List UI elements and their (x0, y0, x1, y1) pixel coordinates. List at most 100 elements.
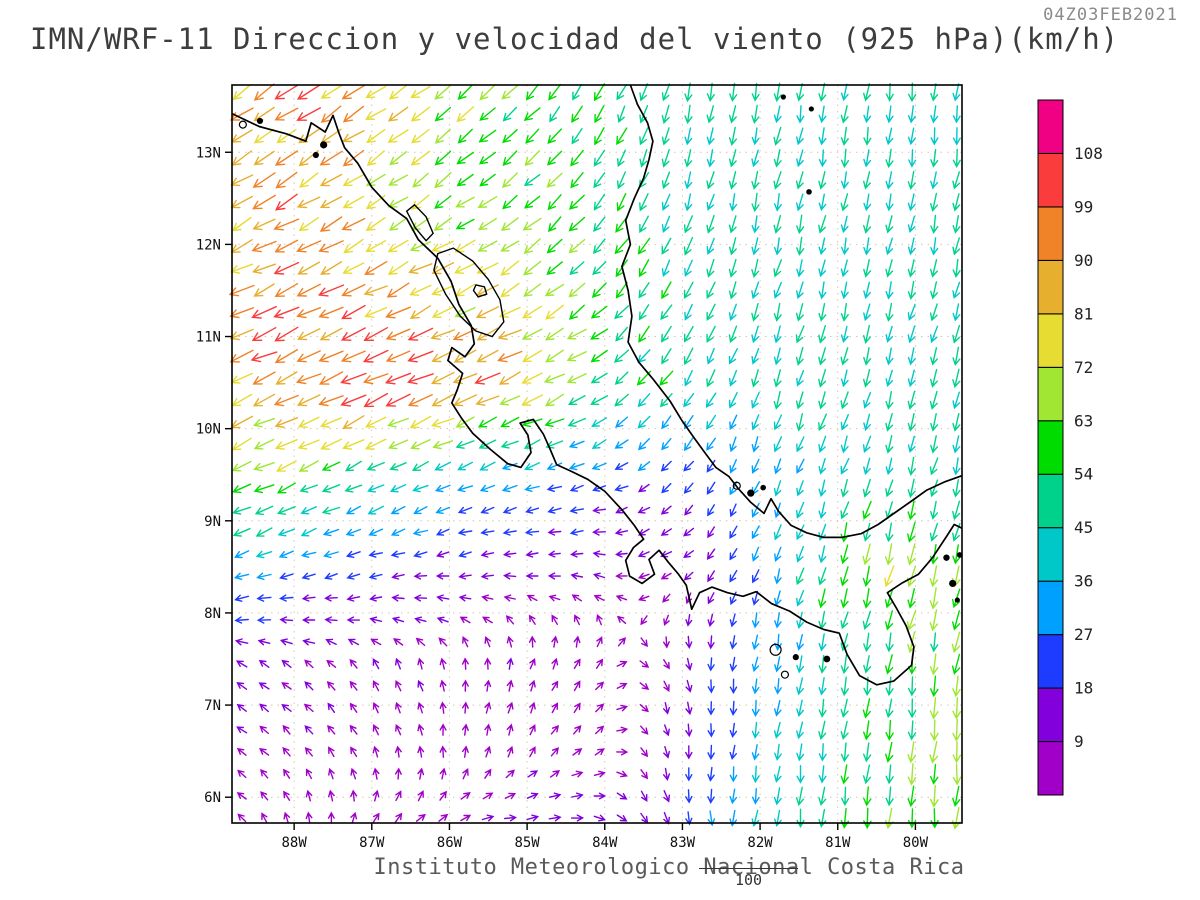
wind-arrow (568, 440, 585, 449)
wind-arrow (614, 462, 629, 470)
wind-arrow (614, 393, 629, 407)
wind-arrow (229, 328, 254, 341)
plot-frame (231, 84, 963, 824)
lon-tick-label: 80W (903, 835, 929, 851)
wind-arrow (303, 703, 314, 713)
colorbar-label: 27 (1074, 625, 1093, 644)
wind-arrow (907, 588, 916, 609)
wind-arrow (796, 83, 805, 102)
wind-arrow (394, 745, 402, 758)
wind-arrow (547, 550, 561, 558)
wind-arrow (305, 768, 313, 780)
wind-arrow (525, 83, 539, 101)
wind-arrow (439, 723, 447, 736)
wind-arrow (462, 767, 469, 780)
wind-arrow (434, 84, 452, 100)
wind-arrow (818, 808, 827, 828)
wind-arrow (411, 461, 429, 472)
wind-arrow (885, 522, 894, 543)
wind-arrow (707, 570, 715, 583)
wind-arrow (862, 478, 871, 498)
wind-arrow (640, 725, 649, 735)
wind-arrow (773, 149, 782, 168)
wind-arrow (409, 284, 432, 296)
wind-arrow (952, 544, 961, 565)
wind-arrow (412, 528, 429, 536)
wind-arrow (476, 327, 499, 341)
lat-tick-label: 8N (204, 606, 221, 622)
wind-arrow (251, 240, 277, 253)
wind-arrow (683, 571, 694, 581)
wind-arrow (522, 349, 543, 363)
wind-arrow (412, 484, 429, 493)
wind-arrow (274, 439, 298, 450)
wind-arrow (385, 350, 411, 363)
wind-arrow (318, 240, 344, 253)
wind-arrow (498, 371, 521, 385)
wind-arrow (863, 303, 871, 322)
colorbar-segment (1037, 259, 1064, 315)
map-gridlines (232, 85, 962, 823)
footer-credit: Instituto Meteorologico Nacional Costa R… (373, 855, 965, 880)
wind-arrow (773, 193, 782, 212)
wind-arrow (751, 391, 760, 409)
wind-arrow (637, 349, 651, 364)
wind-arrow (568, 216, 586, 232)
wind-arrow (729, 548, 738, 561)
wind-arrow (663, 614, 670, 626)
wind-arrow (640, 769, 649, 780)
wind-arrow (818, 149, 827, 168)
wind-arrow (523, 174, 541, 187)
wind-arrow (706, 437, 716, 451)
wind-arrow (729, 193, 738, 212)
wind-arrow (349, 724, 358, 735)
wind-arrow (908, 149, 917, 168)
wind-arrow (236, 681, 248, 690)
wind-arrow (929, 390, 938, 410)
wind-arrow (501, 484, 518, 493)
wind-arrow (773, 214, 782, 234)
wind-arrow (930, 325, 939, 344)
wind-arrow (614, 439, 629, 449)
wind-arrow (729, 414, 738, 431)
wind-arrow (929, 609, 939, 632)
wind-arrow (255, 527, 273, 537)
wind-arrow (252, 418, 276, 428)
wind-arrow (523, 439, 541, 449)
wind-arrow (862, 610, 871, 630)
colorbar-label: 36 (1074, 572, 1093, 591)
wind-arrow (840, 325, 849, 344)
wind-arrow (569, 528, 584, 536)
colorbar-segment (1037, 152, 1064, 208)
wind-arrow (751, 590, 760, 606)
wind-arrow (907, 325, 916, 344)
wind-arrow (438, 637, 448, 647)
wind-arrow (502, 550, 517, 558)
wind-arrow (234, 638, 249, 646)
wind-arrow (590, 349, 608, 363)
wind-arrow (549, 770, 561, 778)
valid-time: 04Z03FEB2021 (1043, 5, 1178, 25)
wind-arrow (592, 528, 606, 536)
wind-arrow (885, 82, 894, 102)
wind-arrow (394, 767, 402, 780)
wind-arrow (638, 325, 650, 343)
wind-arrow (614, 238, 629, 255)
wind-arrow (231, 437, 252, 451)
wind-arrow (840, 611, 849, 630)
wind-arrow (344, 484, 363, 493)
wind-arrow (907, 676, 917, 697)
wind-arrow (550, 747, 560, 757)
colorbar-label: 9 (1074, 732, 1084, 751)
wind-arrow (326, 681, 336, 691)
wind-arrow (393, 638, 404, 646)
wind-arrow (952, 741, 962, 764)
wind-arrow (456, 173, 474, 187)
wind-arrow (364, 416, 387, 428)
wind-arrow (366, 129, 386, 144)
wind-arrow (372, 680, 380, 692)
wind-arrow (372, 745, 380, 758)
wind-arrow (751, 325, 760, 344)
wind-arrow (230, 195, 253, 209)
wind-arrow (908, 698, 917, 719)
